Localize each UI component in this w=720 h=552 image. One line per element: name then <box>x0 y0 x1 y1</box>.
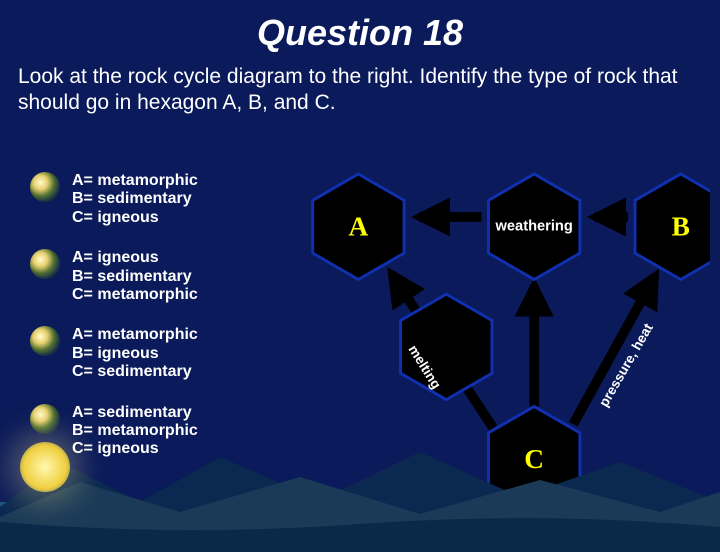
option-3[interactable]: A= metamorphic B= igneous C= sedimentary <box>30 326 290 381</box>
sun-icon <box>20 442 70 492</box>
rock-cycle-diagram: AweatheringBCmeltingpressure, heat <box>290 162 710 522</box>
option-text: A= metamorphic B= igneous C= sedimentary <box>72 326 198 381</box>
question-prompt: Look at the rock cycle diagram to the ri… <box>18 64 702 117</box>
option-text: A= metamorphic B= sedimentary C= igneous <box>72 172 198 227</box>
option-text: A= sedimentary B= metamorphic C= igneous <box>72 404 198 459</box>
option-2[interactable]: A= igneous B= sedimentary C= metamorphic <box>30 249 290 304</box>
globe-icon <box>30 172 60 202</box>
option-text: A= igneous B= sedimentary C= metamorphic <box>72 249 198 304</box>
svg-text:A: A <box>348 212 368 242</box>
svg-text:weathering: weathering <box>495 219 573 235</box>
option-4[interactable]: A= sedimentary B= metamorphic C= igneous <box>30 404 290 459</box>
options-list: A= metamorphic B= sedimentary C= igneous… <box>30 172 290 481</box>
globe-icon <box>30 326 60 356</box>
option-1[interactable]: A= metamorphic B= sedimentary C= igneous <box>30 172 290 227</box>
svg-text:C: C <box>524 444 544 474</box>
globe-icon <box>30 249 60 279</box>
svg-text:B: B <box>672 212 690 242</box>
question-title: Question 18 <box>0 12 720 54</box>
globe-icon <box>30 404 60 434</box>
